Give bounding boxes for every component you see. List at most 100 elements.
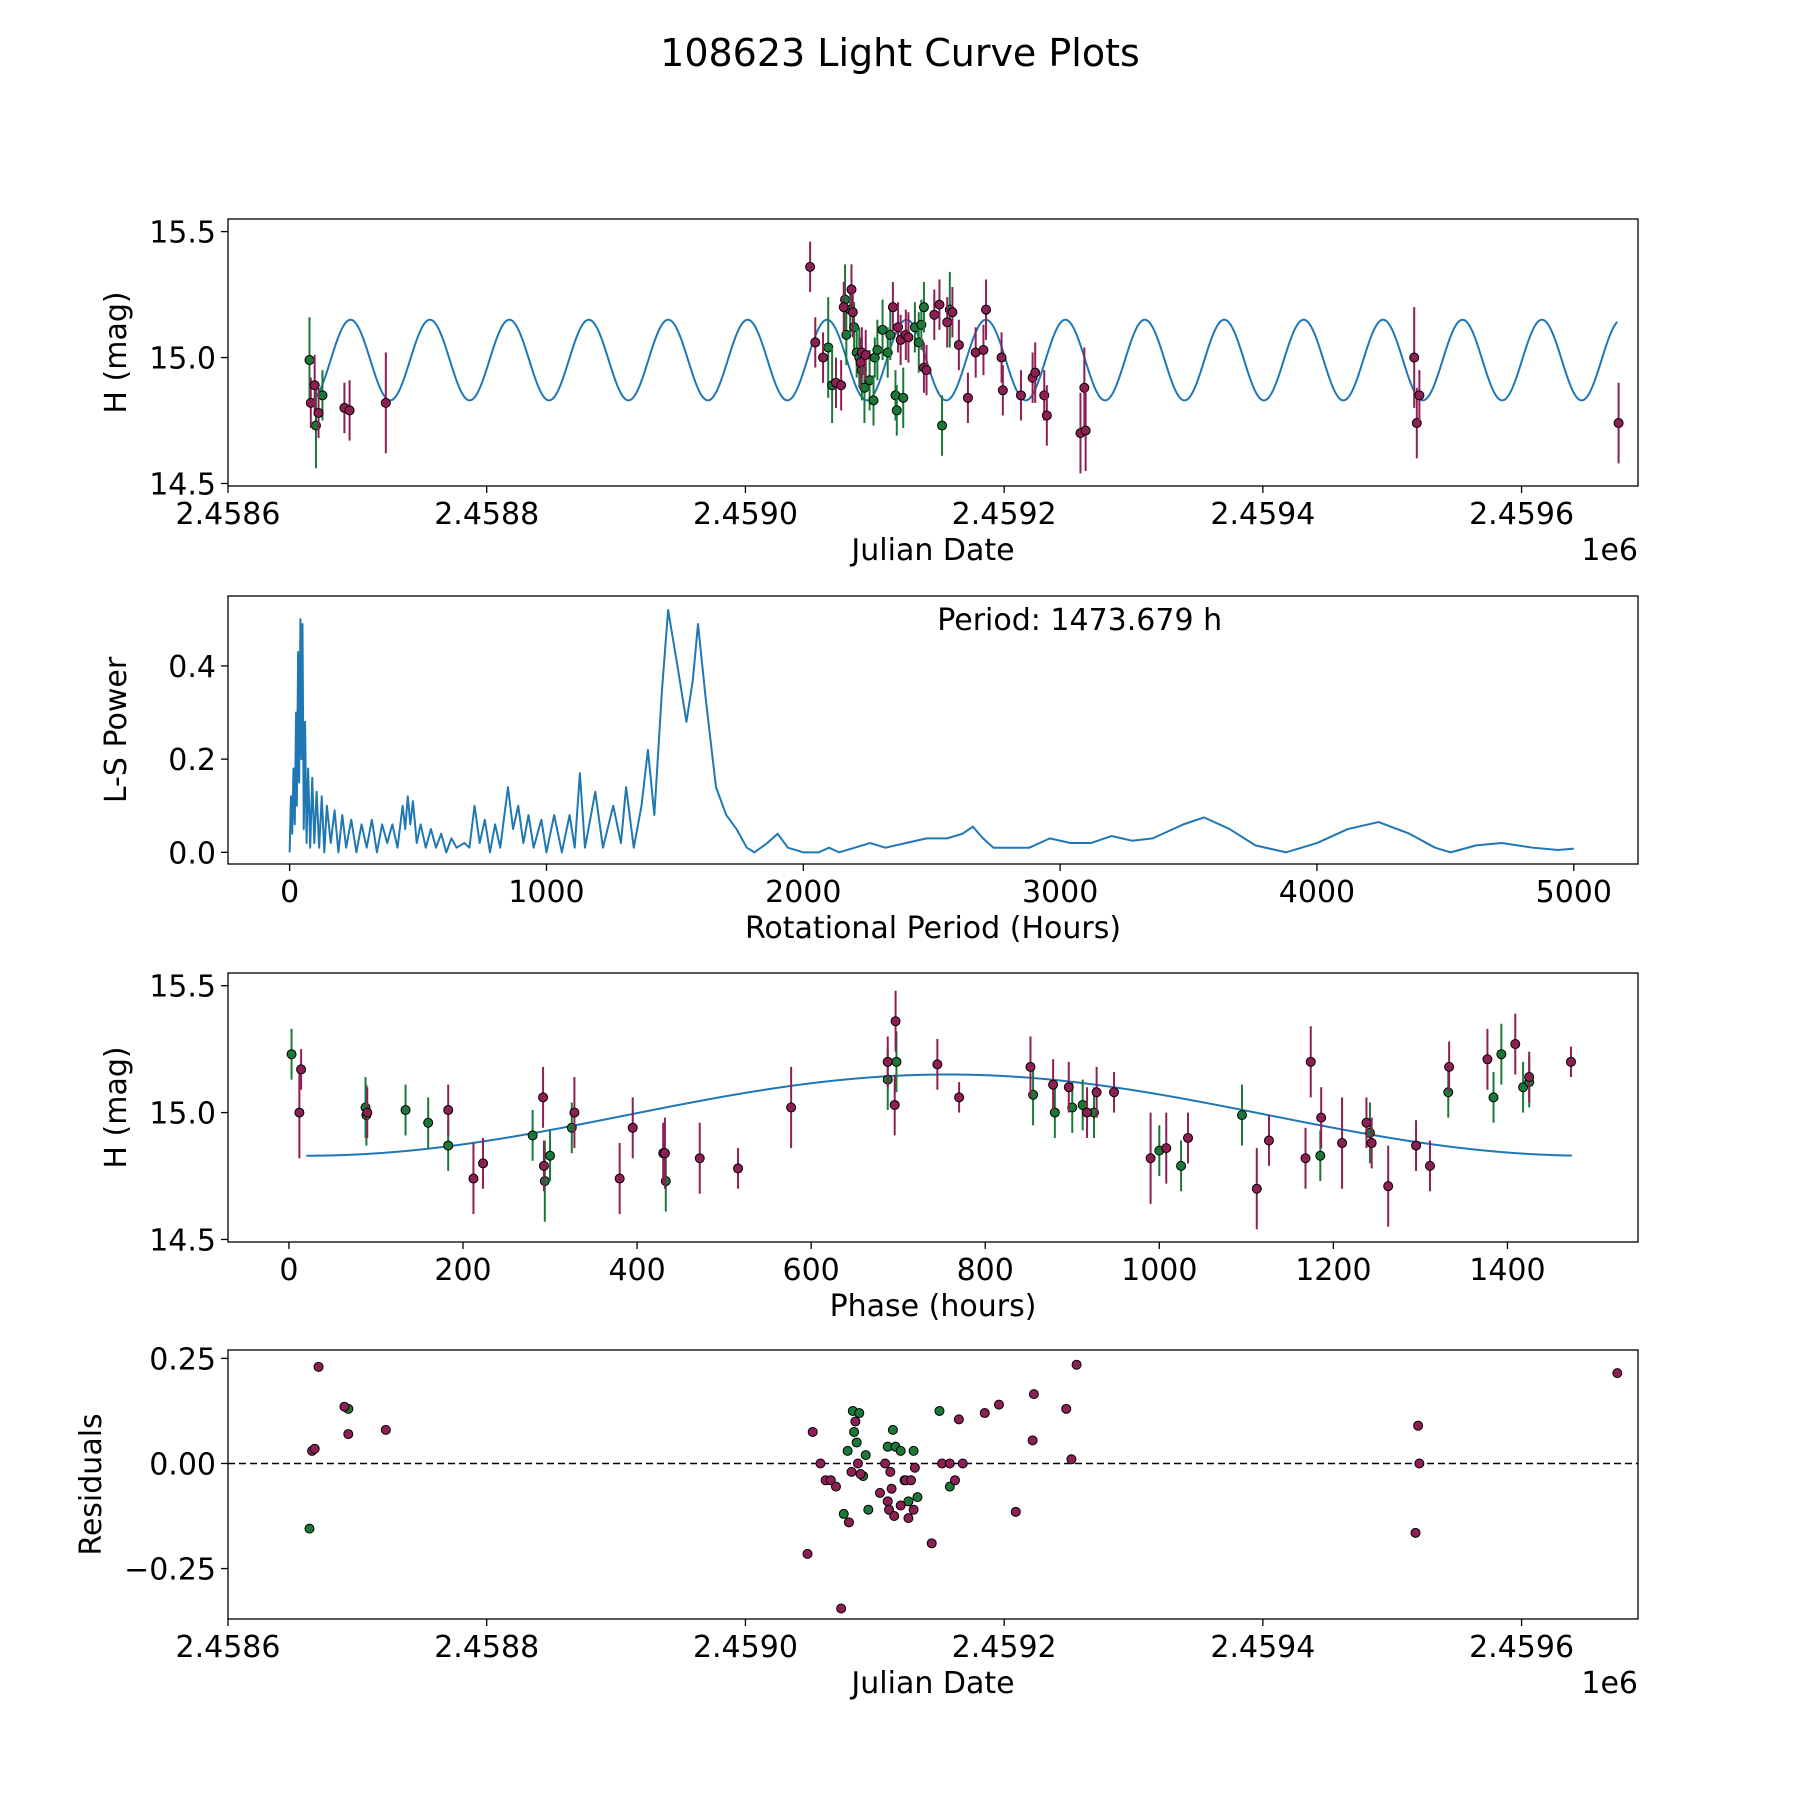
data-point xyxy=(957,1458,968,1469)
data-point xyxy=(1414,390,1425,401)
data-point xyxy=(860,1450,871,1461)
data-point xyxy=(912,1492,923,1503)
data-point xyxy=(380,1424,391,1435)
data-point xyxy=(1337,1138,1348,1149)
data-point xyxy=(1510,1039,1521,1050)
y-tick-label: 0.2 xyxy=(168,743,216,778)
data-point xyxy=(343,1429,354,1440)
data-point xyxy=(538,1160,549,1171)
data-point xyxy=(882,1496,893,1507)
data-point xyxy=(786,1102,797,1113)
data-point xyxy=(954,1092,965,1103)
y-axis-label: H (mag) xyxy=(99,1046,134,1168)
x-tick-label: 2.4596 xyxy=(1469,497,1574,532)
data-point xyxy=(1263,1135,1274,1146)
data-point xyxy=(1361,1117,1372,1128)
data-point xyxy=(908,1445,919,1456)
data-point xyxy=(309,1443,320,1454)
x-tick-label: 2.4592 xyxy=(952,1630,1057,1665)
x-tick-label: 1000 xyxy=(1121,1253,1197,1288)
x-tick-label: 400 xyxy=(608,1253,665,1288)
data-point xyxy=(286,1049,297,1060)
data-point xyxy=(1161,1143,1172,1154)
data-point xyxy=(895,1445,906,1456)
data-point xyxy=(1048,1079,1059,1090)
x-tick-label: 1200 xyxy=(1295,1253,1371,1288)
data-point xyxy=(1066,1454,1077,1465)
plot-area-phased xyxy=(286,990,1576,1230)
data-point xyxy=(1071,1359,1082,1370)
data-point xyxy=(1010,1506,1021,1517)
panel-phased: 0 200 400 600 800 1000 1200 1400 14.5 15.0 15.5 Pha… xyxy=(99,970,1639,1324)
data-point xyxy=(838,302,849,313)
data-point xyxy=(1028,1389,1039,1400)
data-point xyxy=(1410,1527,1421,1538)
data-point xyxy=(836,380,847,391)
data-point xyxy=(294,1107,305,1118)
data-point xyxy=(890,1016,901,1027)
y-tick-label: 0.0 xyxy=(168,836,216,871)
x-tick-label: 2.4594 xyxy=(1210,1630,1315,1665)
x-axis-label: Julian Date xyxy=(849,533,1014,568)
data-point xyxy=(852,1458,863,1469)
data-point xyxy=(880,1458,891,1469)
data-point xyxy=(309,380,320,391)
data-point xyxy=(802,1548,813,1559)
data-point xyxy=(538,1092,549,1103)
x-tick-label: 2.4588 xyxy=(434,1630,539,1665)
data-point xyxy=(836,1603,847,1614)
data-point xyxy=(908,1504,919,1515)
data-point xyxy=(851,1437,862,1448)
data-point xyxy=(860,350,871,361)
data-point xyxy=(296,1064,307,1075)
y-axis-label: H (mag) xyxy=(99,291,134,413)
y-tick-label: −0.25 xyxy=(124,1553,216,1588)
data-point xyxy=(926,1538,937,1549)
x-tick-label: 2.4586 xyxy=(176,497,281,532)
data-point xyxy=(854,1408,865,1419)
x-tick-label: 3000 xyxy=(1022,875,1098,910)
data-point xyxy=(872,344,883,355)
figure-title: 108623 Light Curve Plots xyxy=(660,31,1140,75)
data-point xyxy=(978,344,989,355)
data-point xyxy=(1409,352,1420,363)
data-point xyxy=(380,397,391,408)
y-tick-label: 0.00 xyxy=(149,1447,216,1482)
y-tick-label: 14.5 xyxy=(149,1223,216,1258)
data-point xyxy=(805,261,816,272)
x-tick-label: 2.4594 xyxy=(1210,497,1315,532)
data-point xyxy=(1496,1049,1507,1060)
x-tick-label: 2.4590 xyxy=(693,1630,798,1665)
data-point xyxy=(1300,1153,1311,1164)
data-point xyxy=(947,307,958,318)
data-point xyxy=(1063,1082,1074,1093)
data-point xyxy=(1091,1087,1102,1098)
data-point xyxy=(1444,1061,1455,1072)
data-point xyxy=(895,1500,906,1511)
data-point xyxy=(1067,1102,1078,1113)
data-point xyxy=(815,1458,826,1469)
x-tick-label: 0 xyxy=(279,1253,298,1288)
x-axis-label: Phase (hours) xyxy=(830,1289,1037,1324)
data-point xyxy=(944,1458,955,1469)
data-point xyxy=(478,1158,489,1169)
panel-lightcurve: 2.4586 2.4588 2.4590 2.4592 2.4594 2.4596 14.5… xyxy=(99,216,1639,568)
data-point xyxy=(1424,1160,1435,1171)
data-point xyxy=(807,1426,818,1437)
y-tick-label: 14.5 xyxy=(149,467,216,502)
y-tick-label: 15.0 xyxy=(149,342,216,377)
data-point xyxy=(855,1468,866,1479)
data-point xyxy=(527,1130,538,1141)
data-point xyxy=(694,1153,705,1164)
x-tick-label: 2.4590 xyxy=(693,497,798,532)
data-point xyxy=(1482,1054,1493,1065)
data-point xyxy=(818,352,829,363)
data-point xyxy=(937,420,948,431)
data-point xyxy=(979,1408,990,1419)
panel-periodogram: 0 1000 2000 3000 4000 5000 0.0 0.2 0.4 Rotational… xyxy=(99,595,1639,946)
x-tick-label: 2.4592 xyxy=(952,497,1057,532)
data-point xyxy=(849,1426,860,1437)
data-point xyxy=(362,1107,373,1118)
data-point xyxy=(929,309,940,320)
data-point xyxy=(891,405,902,416)
